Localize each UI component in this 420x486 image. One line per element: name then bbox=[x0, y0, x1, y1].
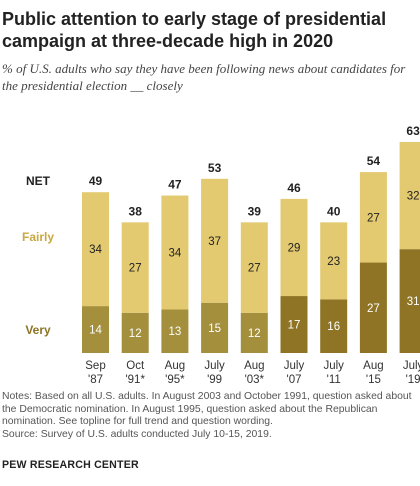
data-label-very: 17 bbox=[288, 320, 301, 332]
bar-very bbox=[121, 312, 149, 353]
net-row-label: NET bbox=[26, 174, 51, 188]
x-tick-label: '15 bbox=[366, 374, 381, 386]
bar-very bbox=[161, 309, 189, 353]
stacked-bar-chart: 14 34 49 Sep '87 12 27 38 Oct '91* 13 34 47 Aug '95* 15… bbox=[22, 124, 420, 386]
x-tick-label: '91* bbox=[125, 374, 145, 386]
bar-fairly bbox=[399, 141, 420, 250]
chart-source: Source: Survey of U.S. adults conducted … bbox=[2, 428, 272, 440]
bar-fairly bbox=[121, 222, 149, 313]
data-label-fairly: 27 bbox=[248, 263, 261, 275]
x-tick-label: '87 bbox=[88, 374, 103, 386]
bar-very bbox=[359, 262, 387, 353]
data-label-very: 16 bbox=[327, 321, 340, 333]
data-label-very: 31 bbox=[407, 296, 420, 308]
data-label-very: 13 bbox=[169, 326, 182, 338]
bar-very bbox=[280, 296, 308, 353]
bar-fairly bbox=[240, 222, 268, 313]
labels-group: 14 34 49 Sep '87 12 27 38 Oct '91* 13 34 47 Aug '95* 15… bbox=[22, 124, 420, 386]
bar-very bbox=[320, 299, 348, 353]
bars-group bbox=[82, 141, 420, 353]
data-label-very: 15 bbox=[208, 323, 221, 335]
data-label-fairly: 29 bbox=[288, 242, 301, 254]
bar-fairly bbox=[359, 172, 387, 263]
x-tick-label: '11 bbox=[327, 374, 341, 386]
x-tick-label: Aug bbox=[165, 360, 185, 372]
x-tick-label: Oct bbox=[126, 360, 145, 372]
net-total-label: 40 bbox=[327, 204, 341, 218]
legend-very-label: Very bbox=[25, 323, 51, 337]
data-label-very: 27 bbox=[367, 303, 380, 315]
bar-very bbox=[240, 312, 268, 353]
data-label-fairly: 34 bbox=[169, 248, 182, 260]
legend-fairly-label: Fairly bbox=[22, 230, 54, 244]
data-label-fairly: 23 bbox=[327, 256, 340, 268]
data-label-very: 14 bbox=[89, 325, 102, 337]
note-line: Notes: Based on all U.S. adults. In Augu… bbox=[2, 391, 412, 402]
bar-very bbox=[82, 306, 109, 353]
chart-notes: Notes: Based on all U.S. adults. In Augu… bbox=[2, 391, 416, 441]
x-tick-label: '03* bbox=[245, 374, 265, 386]
x-tick-label: '19 bbox=[406, 374, 420, 386]
x-tick-label: '99 bbox=[207, 374, 222, 386]
bar-fairly bbox=[161, 195, 189, 310]
net-total-label: 54 bbox=[367, 154, 381, 168]
x-tick-label: Aug bbox=[363, 360, 383, 372]
note-line: the Democratic nomination. In August 199… bbox=[2, 403, 378, 415]
data-label-fairly: 27 bbox=[129, 263, 142, 275]
x-tick-label: Sep bbox=[85, 360, 105, 372]
x-tick-label: '07 bbox=[287, 374, 302, 386]
bar-very bbox=[201, 302, 229, 353]
x-tick-label: Aug bbox=[244, 360, 264, 372]
chart-title: Public attention to early stage of presi… bbox=[2, 9, 387, 51]
note-line: nomination. See topline for full trend a… bbox=[2, 416, 273, 428]
net-total-label: 53 bbox=[208, 161, 222, 175]
bar-fairly bbox=[280, 198, 308, 297]
x-tick-label: July bbox=[403, 360, 420, 372]
x-tick-label: July bbox=[204, 360, 225, 372]
net-total-label: 63 bbox=[406, 124, 420, 138]
x-tick-label: July bbox=[284, 360, 305, 372]
data-label-very: 12 bbox=[129, 328, 142, 340]
chart-subtitle: % of U.S. adults who say they have been … bbox=[2, 61, 406, 93]
data-label-fairly: 34 bbox=[89, 244, 102, 256]
data-label-fairly: 27 bbox=[367, 212, 380, 224]
bar-fairly bbox=[82, 192, 109, 307]
net-total-label: 46 bbox=[287, 181, 301, 195]
data-label-very: 12 bbox=[248, 328, 261, 340]
bar-very bbox=[399, 249, 420, 353]
net-total-label: 39 bbox=[248, 204, 262, 218]
x-tick-label: '95* bbox=[165, 374, 185, 386]
net-total-label: 38 bbox=[129, 204, 143, 218]
data-label-fairly: 37 bbox=[208, 236, 221, 248]
bar-fairly bbox=[320, 222, 348, 300]
net-total-label: 47 bbox=[168, 178, 182, 192]
x-tick-label: July bbox=[323, 360, 344, 372]
net-total-label: 49 bbox=[89, 174, 103, 188]
bar-fairly bbox=[201, 178, 229, 303]
brand-logo-text: PEW RESEARCH CENTER bbox=[2, 459, 139, 471]
data-label-fairly: 32 bbox=[407, 191, 420, 203]
